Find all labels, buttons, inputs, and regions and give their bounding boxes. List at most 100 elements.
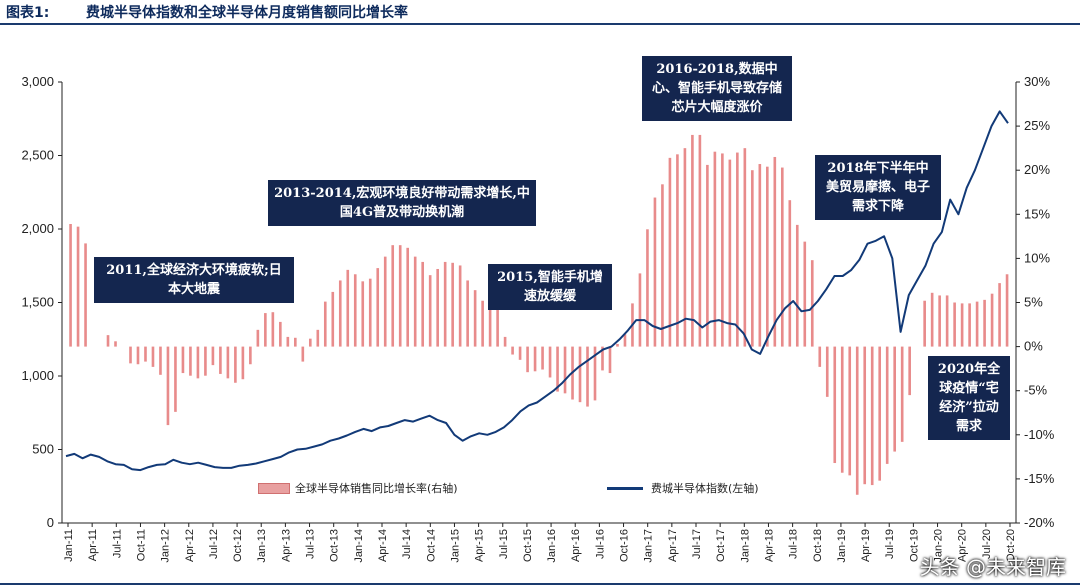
growth-bar (181, 346, 185, 374)
right-tick-label: 5% (1024, 295, 1043, 310)
growth-bar (174, 346, 177, 412)
growth-bar (983, 299, 986, 347)
figure-title: 费城半导体指数和全球半导体月度销售额同比增长率 (86, 5, 408, 21)
growth-bar (503, 336, 507, 347)
left-tick-label: 1,500 (21, 295, 54, 310)
annotation-2013-2014: 2013-2014,宏观环境良好带动需求增长,中国4G普及带动换机潮 (268, 180, 536, 226)
growth-bar (481, 300, 484, 347)
line-series (65, 110, 1009, 472)
growth-bar (526, 346, 529, 373)
growth-bar (458, 265, 462, 347)
growth-bar (698, 134, 702, 347)
growth-bar (219, 346, 222, 374)
growth-bar (556, 346, 559, 392)
growth-bar (646, 229, 649, 347)
x-tick-label: Apr-13 (280, 529, 292, 562)
growth-bar (189, 346, 192, 376)
left-tick-label: 2,500 (21, 148, 54, 163)
left-tick-label: 3,000 (21, 74, 54, 89)
growth-bar (780, 167, 784, 347)
growth-bar (870, 346, 874, 486)
x-tick-label: Jul-17 (691, 529, 703, 559)
growth-bar (840, 346, 844, 473)
growth-bar (249, 346, 252, 365)
growth-bar (810, 260, 814, 347)
legend-swatch-bar (258, 483, 290, 494)
x-tick-label: Jan-11 (63, 529, 75, 562)
x-tick-label: Apr-14 (377, 529, 389, 562)
annotation-2015: 2015,智能手机增速放缓缓 (488, 264, 612, 310)
growth-bar (990, 293, 994, 347)
x-tick-label: Apr-16 (570, 529, 582, 562)
growth-bar (608, 346, 612, 374)
left-tick-label: 500 (32, 442, 54, 457)
growth-bar (908, 346, 911, 396)
growth-bar (728, 159, 732, 347)
x-tick-label: Apr-12 (184, 529, 196, 562)
growth-bar (301, 346, 305, 362)
growth-bar (279, 321, 282, 347)
growth-bar (129, 346, 132, 364)
right-tick-label: -15% (1024, 471, 1055, 486)
growth-bar (743, 148, 747, 347)
x-tick-label: Jul-13 (305, 529, 317, 559)
x-tick-label: Jul-14 (401, 529, 413, 559)
growth-bar (825, 346, 829, 397)
growth-bar (818, 346, 822, 367)
x-tick-label: Jan-20 (933, 529, 945, 563)
x-tick-label: Jan-18 (739, 529, 751, 563)
growth-bar (226, 346, 230, 379)
bar-series (69, 134, 1009, 495)
annotation-2011: 2011,全球经济大环境疲软;日本大地震 (94, 257, 294, 303)
growth-bar (331, 291, 335, 347)
growth-bar (308, 338, 312, 347)
growth-bar (713, 151, 717, 347)
right-tick-label: -10% (1024, 427, 1055, 442)
growth-bar (488, 300, 492, 347)
growth-bar (788, 200, 792, 347)
x-tick-label: Oct-17 (715, 529, 727, 562)
growth-bar (541, 346, 544, 370)
x-tick-label: Oct-13 (329, 529, 341, 562)
growth-bar (930, 292, 934, 347)
x-tick-label: Jan-12 (160, 529, 172, 563)
x-tick-label: Apr-15 (474, 529, 486, 562)
growth-bar (151, 346, 155, 367)
growth-bar (593, 346, 597, 401)
growth-bar (428, 275, 432, 347)
growth-bar (106, 335, 110, 347)
growth-bar (751, 170, 754, 347)
growth-bar (338, 280, 342, 347)
growth-bar (421, 261, 424, 347)
growth-bar (398, 245, 402, 347)
growth-bar (533, 346, 537, 372)
growth-bar (204, 346, 207, 376)
x-tick-label: Apr-18 (763, 529, 775, 562)
growth-bar (256, 329, 260, 347)
x-tick-label: Jan-17 (643, 529, 655, 563)
growth-bar (406, 247, 410, 347)
x-tick-label: Jul-11 (111, 529, 123, 558)
growth-bar (159, 346, 162, 375)
growth-bar (923, 300, 926, 347)
right-tick-label: 25% (1024, 118, 1050, 133)
growth-bar (661, 184, 664, 347)
x-tick-label: Jan-19 (836, 529, 848, 563)
growth-bar (548, 346, 552, 378)
right-tick-label: 30% (1024, 74, 1050, 89)
growth-bar (960, 303, 964, 347)
x-tick-label: Apr-11 (87, 529, 99, 561)
growth-bar (803, 241, 807, 347)
right-tick-label: -5% (1024, 383, 1048, 398)
figure-header: 图表1: 费城半导体指数和全球半导体月度销售额同比增长率 (0, 0, 1080, 25)
growth-bar (294, 337, 297, 347)
growth-bar (383, 256, 387, 347)
x-tick-label: Jul-18 (788, 529, 800, 559)
growth-bar (601, 346, 604, 371)
growth-bar (676, 154, 679, 347)
growth-bar (69, 224, 72, 347)
growth-bar (346, 269, 350, 347)
right-tick-label: 0% (1024, 339, 1043, 354)
growth-bar (893, 346, 896, 452)
